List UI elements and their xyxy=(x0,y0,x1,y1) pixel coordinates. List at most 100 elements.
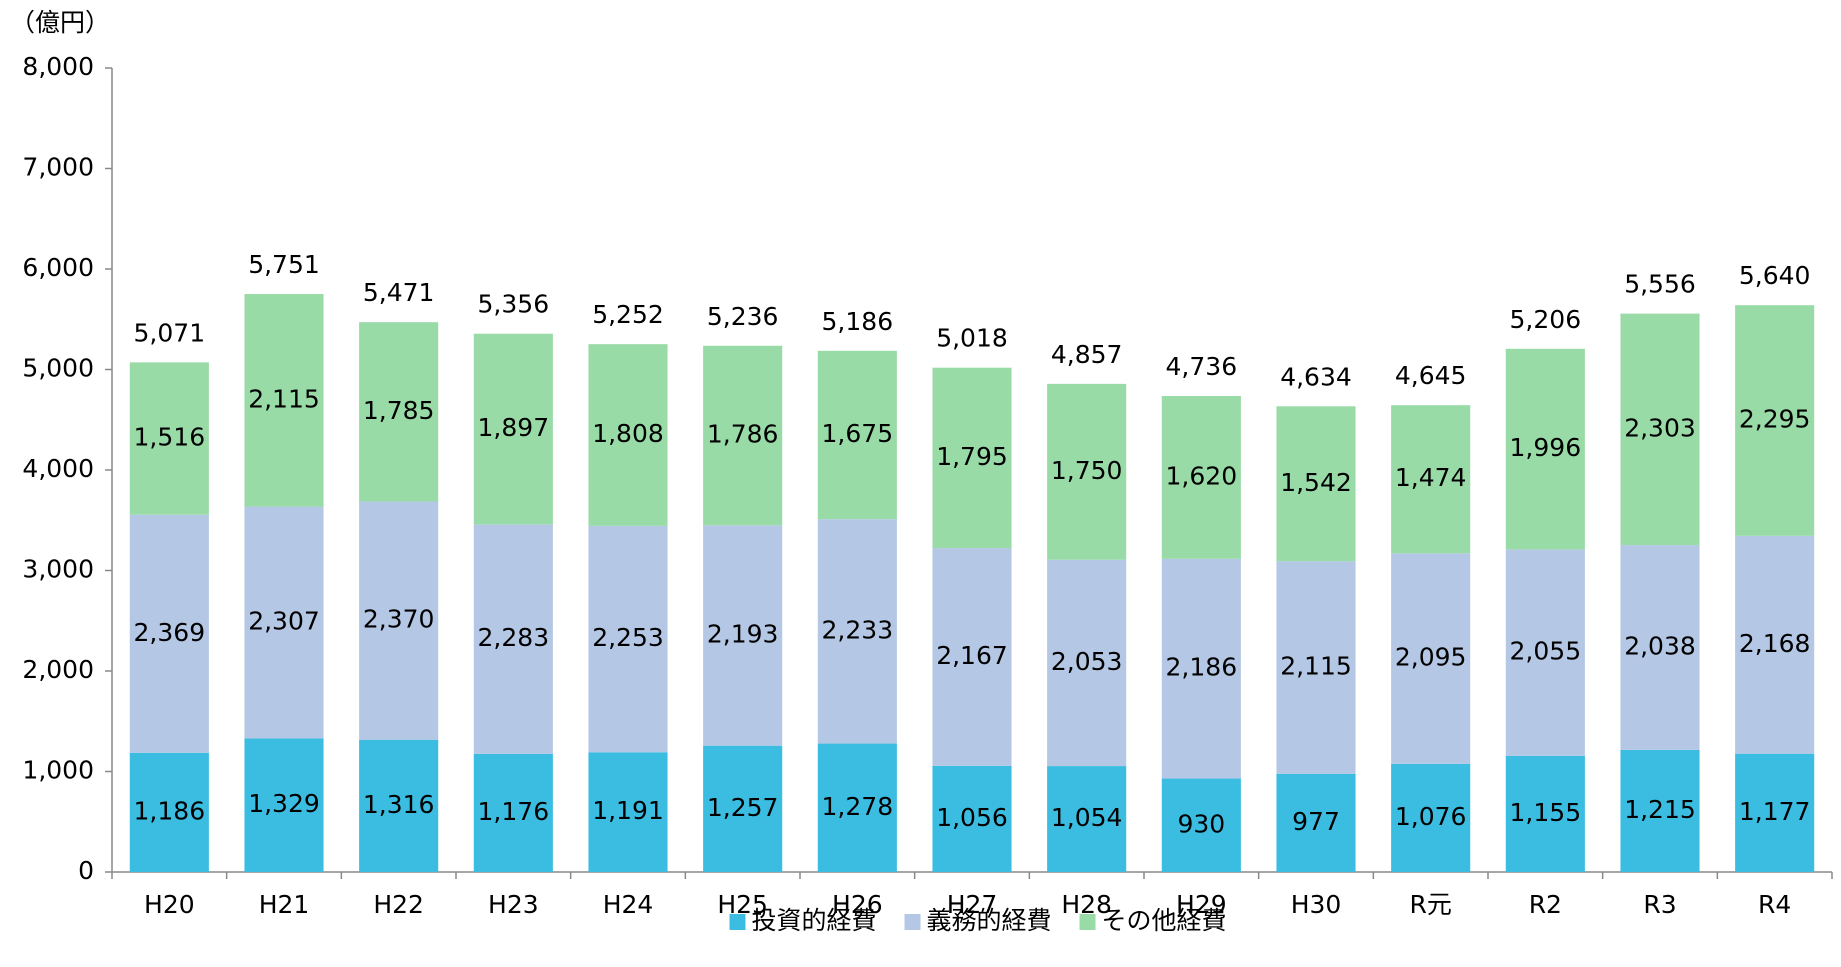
data-label: 2,369 xyxy=(134,618,206,647)
total-label: 4,857 xyxy=(1051,340,1123,369)
data-label: 1,176 xyxy=(478,797,550,826)
x-tick-label: R元 xyxy=(1409,890,1451,919)
data-label: 1,808 xyxy=(592,419,664,448)
y-tick-label: 4,000 xyxy=(22,454,94,483)
total-label: 5,018 xyxy=(936,324,1008,353)
bar-segment xyxy=(1047,383,1127,560)
bar-segment xyxy=(1735,753,1815,872)
data-label: 1,897 xyxy=(478,413,550,442)
y-tick-label: 6,000 xyxy=(22,253,94,282)
data-label: 1,191 xyxy=(592,796,664,825)
data-label: 1,786 xyxy=(707,420,779,449)
bar-segment xyxy=(588,525,668,753)
legend-swatch xyxy=(729,914,746,930)
x-tick-label: H29 xyxy=(1176,890,1227,919)
data-label: 2,055 xyxy=(1510,637,1582,666)
total-label: 5,356 xyxy=(478,290,550,319)
data-label: 2,186 xyxy=(1166,653,1238,682)
bar-segment xyxy=(1161,558,1241,779)
bar-segment xyxy=(1735,535,1815,754)
data-label: 1,177 xyxy=(1739,797,1811,826)
x-tick-label: R3 xyxy=(1643,890,1676,919)
bar-segment xyxy=(129,752,209,872)
data-label: 1,750 xyxy=(1051,456,1123,485)
y-tick-label: 3,000 xyxy=(22,555,94,584)
total-label: 5,556 xyxy=(1624,270,1696,299)
bar-segment xyxy=(1620,749,1700,872)
x-tick-label: H23 xyxy=(488,890,539,919)
bar-segment xyxy=(588,344,668,526)
bar-segment xyxy=(1620,545,1700,750)
data-label: 1,329 xyxy=(248,789,320,818)
data-label: 2,193 xyxy=(707,619,779,648)
bar-segment xyxy=(1505,348,1585,550)
data-label: 2,303 xyxy=(1624,413,1696,442)
x-tick-label: H27 xyxy=(947,890,998,919)
data-label: 2,095 xyxy=(1395,643,1467,672)
x-tick-label: H22 xyxy=(373,890,424,919)
bar-segment xyxy=(129,362,209,515)
y-tick-label: 7,000 xyxy=(22,153,94,182)
bar-segment xyxy=(932,765,1012,872)
data-label: 977 xyxy=(1292,807,1340,836)
bar-segment xyxy=(359,739,439,872)
x-tick-label: H20 xyxy=(144,890,195,919)
legend-label: 義務的経費 xyxy=(927,906,1052,935)
bar-segment xyxy=(1391,405,1471,554)
legend-label: その他経費 xyxy=(1102,906,1227,935)
total-label: 5,071 xyxy=(134,318,206,347)
data-label: 1,474 xyxy=(1395,463,1467,492)
bar-segment xyxy=(1276,773,1356,872)
data-label: 1,056 xyxy=(936,803,1008,832)
bar-segment xyxy=(817,519,897,744)
data-label: 2,307 xyxy=(248,607,320,636)
bar-segment xyxy=(703,745,783,872)
data-label: 1,076 xyxy=(1395,802,1467,831)
bar-segment xyxy=(359,501,439,740)
data-label: 2,295 xyxy=(1739,405,1811,434)
data-label: 1,257 xyxy=(707,793,779,822)
total-label: 4,645 xyxy=(1395,361,1467,390)
y-tick-label: 1,000 xyxy=(22,756,94,785)
bar-segment xyxy=(244,294,324,507)
bar-segment xyxy=(1505,549,1585,756)
y-tick-label: 8,000 xyxy=(22,52,94,81)
bar-segment xyxy=(817,743,897,872)
data-label: 1,620 xyxy=(1166,461,1238,490)
data-label: 1,675 xyxy=(822,419,894,448)
bar-segment xyxy=(244,506,324,739)
total-label: 4,736 xyxy=(1166,352,1238,381)
bar-segment xyxy=(129,514,209,753)
data-label: 2,115 xyxy=(248,384,320,413)
bar-segment xyxy=(703,345,783,526)
data-label: 2,167 xyxy=(936,641,1008,670)
total-label: 5,206 xyxy=(1510,305,1582,334)
x-tick-label: H24 xyxy=(603,890,654,919)
bar-segment xyxy=(1505,755,1585,872)
bar-segment xyxy=(1047,559,1127,767)
bar-segment xyxy=(588,752,668,872)
data-label: 2,038 xyxy=(1624,631,1696,660)
data-label: 1,785 xyxy=(363,396,435,425)
y-tick-label: 5,000 xyxy=(22,354,94,383)
data-label: 2,168 xyxy=(1739,629,1811,658)
data-label: 1,795 xyxy=(936,442,1008,471)
data-label: 1,054 xyxy=(1051,803,1123,832)
bar-segment xyxy=(1161,396,1241,559)
total-label: 5,751 xyxy=(248,250,320,279)
data-label: 1,215 xyxy=(1624,795,1696,824)
x-tick-label: H21 xyxy=(259,890,310,919)
data-label: 2,115 xyxy=(1280,652,1352,681)
x-tick-label: H26 xyxy=(832,890,883,919)
bar-segment xyxy=(1391,553,1471,764)
data-label: 1,516 xyxy=(134,423,206,452)
data-label: 1,186 xyxy=(134,796,206,825)
bar-segment xyxy=(244,738,324,872)
bar-segment xyxy=(1276,406,1356,562)
data-label: 2,053 xyxy=(1051,647,1123,676)
data-label: 1,155 xyxy=(1510,798,1582,827)
bar-segment xyxy=(1161,778,1241,872)
data-label: 930 xyxy=(1177,809,1225,838)
bar-segment xyxy=(359,322,439,502)
